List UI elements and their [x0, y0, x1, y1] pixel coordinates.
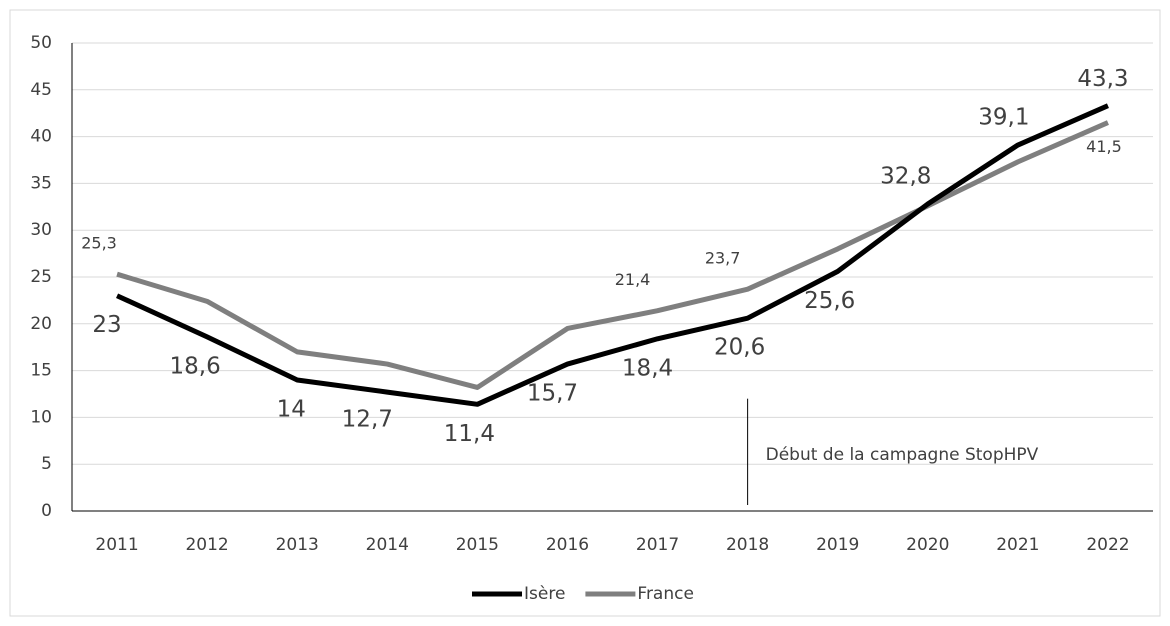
- x-tick-label: 2018: [726, 535, 769, 555]
- x-tick-label: 2016: [546, 535, 589, 555]
- x-tick-label: 2011: [95, 535, 138, 555]
- x-tick-label: 2014: [366, 535, 409, 555]
- y-tick-label: 40: [30, 127, 52, 147]
- y-tick-label: 5: [41, 454, 52, 474]
- series-line: [116, 120, 1109, 390]
- data-label: 21,4: [615, 270, 651, 289]
- data-label: 11,4: [444, 421, 495, 447]
- x-tick-label: 2020: [906, 535, 949, 555]
- data-label: 14: [277, 396, 306, 422]
- data-label: 32,8: [880, 163, 931, 189]
- data-label: 18,6: [170, 353, 221, 379]
- legend-label: France: [637, 584, 694, 604]
- x-tick-label: 2015: [456, 535, 499, 555]
- data-label: 25,3: [81, 234, 117, 253]
- data-label: 20,6: [714, 335, 765, 361]
- y-tick-label: 20: [30, 314, 52, 334]
- x-tick-label: 2021: [996, 535, 1039, 555]
- x-tick-label: 2017: [636, 535, 679, 555]
- data-label: 15,7: [527, 381, 578, 407]
- data-label: 18,4: [622, 355, 673, 381]
- y-tick-label: 10: [30, 407, 52, 427]
- x-tick-label: 2022: [1086, 535, 1129, 555]
- data-label: 25,6: [804, 288, 855, 314]
- series-line: [116, 103, 1109, 407]
- data-label: 23,7: [705, 249, 741, 268]
- x-tick-label: 2012: [185, 535, 228, 555]
- x-tick-label: 2013: [276, 535, 319, 555]
- y-tick-label: 25: [30, 267, 52, 287]
- data-label: 43,3: [1077, 66, 1128, 92]
- data-label: 12,7: [342, 407, 393, 433]
- y-tick-label: 45: [30, 80, 52, 100]
- data-label: 39,1: [978, 105, 1029, 131]
- x-tick-label: 2019: [816, 535, 859, 555]
- y-tick-label: 50: [30, 33, 52, 53]
- y-tick-label: 15: [30, 361, 52, 381]
- y-tick-label: 30: [30, 220, 52, 240]
- legend-label: Isère: [524, 584, 565, 604]
- data-label: 23: [92, 312, 121, 338]
- data-label: 41,5: [1086, 137, 1122, 156]
- y-tick-label: 35: [30, 173, 52, 193]
- chart-border: [9, 9, 1161, 617]
- y-tick-label: 0: [41, 501, 52, 521]
- annotation: Début de la campagne StopHPV: [766, 445, 1039, 465]
